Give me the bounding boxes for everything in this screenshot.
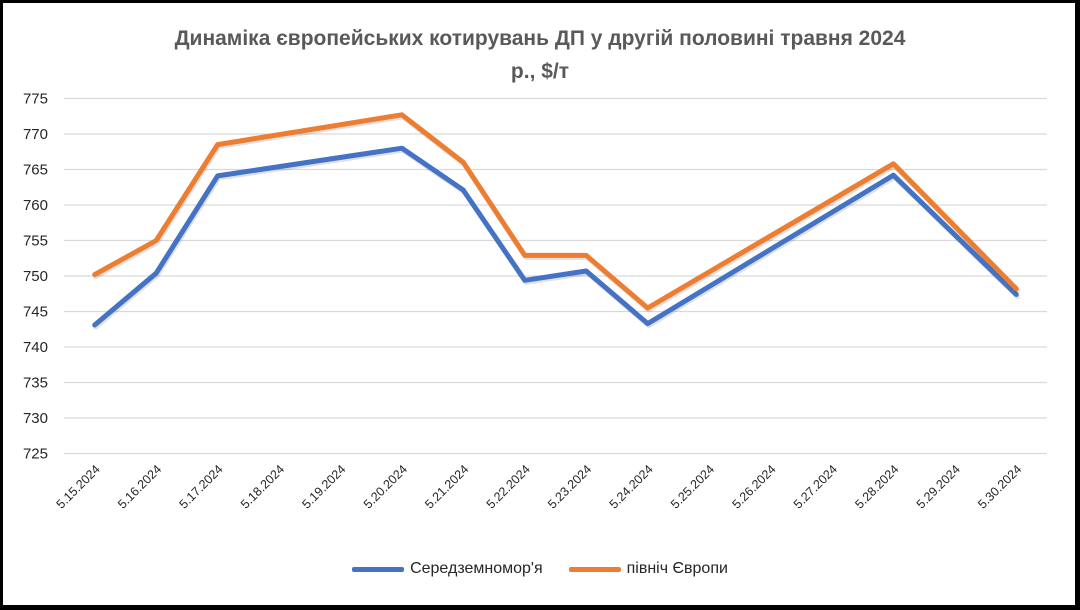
y-tick-label: 750 — [23, 268, 48, 285]
y-tick-label: 740 — [23, 339, 48, 356]
legend-item: північ Європи — [568, 560, 728, 578]
y-tick-label: 765 — [23, 162, 48, 179]
series-line-1 — [92, 112, 1019, 311]
x-tick-label: 5.15.2024 — [54, 462, 103, 511]
x-tick-label: 5.20.2024 — [361, 462, 410, 511]
legend: Середземномор'я північ Європи — [0, 560, 1080, 578]
y-tick-label: 725 — [23, 446, 48, 463]
y-tick-label: 755 — [23, 233, 48, 250]
y-tick-label: 745 — [23, 304, 48, 321]
y-tick-label: 735 — [23, 375, 48, 392]
y-tick-label: 775 — [23, 91, 48, 108]
x-tick-label: 5.24.2024 — [607, 462, 656, 511]
y-tick-label: 730 — [23, 410, 48, 427]
legend-swatch — [352, 566, 405, 572]
x-tick-label: 5.26.2024 — [729, 462, 778, 511]
x-tick-label: 5.25.2024 — [668, 462, 717, 511]
legend-item: Середземномор'я — [352, 560, 543, 578]
x-tick-label: 5.16.2024 — [115, 462, 164, 511]
chart-title: Динаміка європейських котирувань ДП у др… — [0, 22, 1080, 88]
x-tick-label: 5.27.2024 — [791, 462, 840, 511]
x-tick-label: 5.21.2024 — [422, 462, 471, 511]
legend-label: Середземномор'я — [410, 560, 543, 577]
x-tick-label: 5.19.2024 — [299, 462, 348, 511]
x-tick-label: 5.22.2024 — [484, 462, 533, 511]
x-tick-label: 5.28.2024 — [852, 462, 901, 511]
x-tick-label: 5.29.2024 — [914, 462, 963, 511]
x-tick-label: 5.23.2024 — [545, 462, 594, 511]
series-line-0 — [92, 145, 1019, 328]
legend-label: північ Європи — [626, 560, 728, 577]
x-tick-label: 5.18.2024 — [238, 462, 287, 511]
legend-swatch — [568, 566, 621, 572]
chart-title-line1: Динаміка європейських котирувань ДП у др… — [174, 27, 906, 50]
x-tick-label: 5.30.2024 — [975, 462, 1024, 511]
series-shadow — [93, 114, 1020, 313]
chart-frame — [3, 3, 1075, 605]
chart-subtitle: р., $/т — [510, 60, 570, 83]
x-tick-label: 5.17.2024 — [176, 462, 225, 511]
y-tick-label: 760 — [23, 197, 48, 214]
y-tick-label: 770 — [23, 126, 48, 143]
